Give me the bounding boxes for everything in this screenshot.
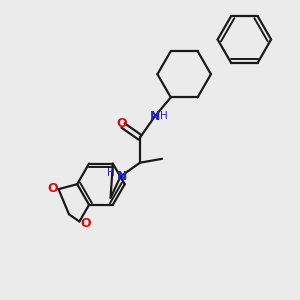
Text: H: H bbox=[160, 111, 168, 121]
Text: N: N bbox=[117, 170, 127, 183]
Text: O: O bbox=[116, 117, 127, 130]
Text: N: N bbox=[149, 110, 160, 123]
Text: O: O bbox=[48, 182, 58, 195]
Text: O: O bbox=[80, 218, 91, 230]
Text: H: H bbox=[107, 168, 115, 178]
